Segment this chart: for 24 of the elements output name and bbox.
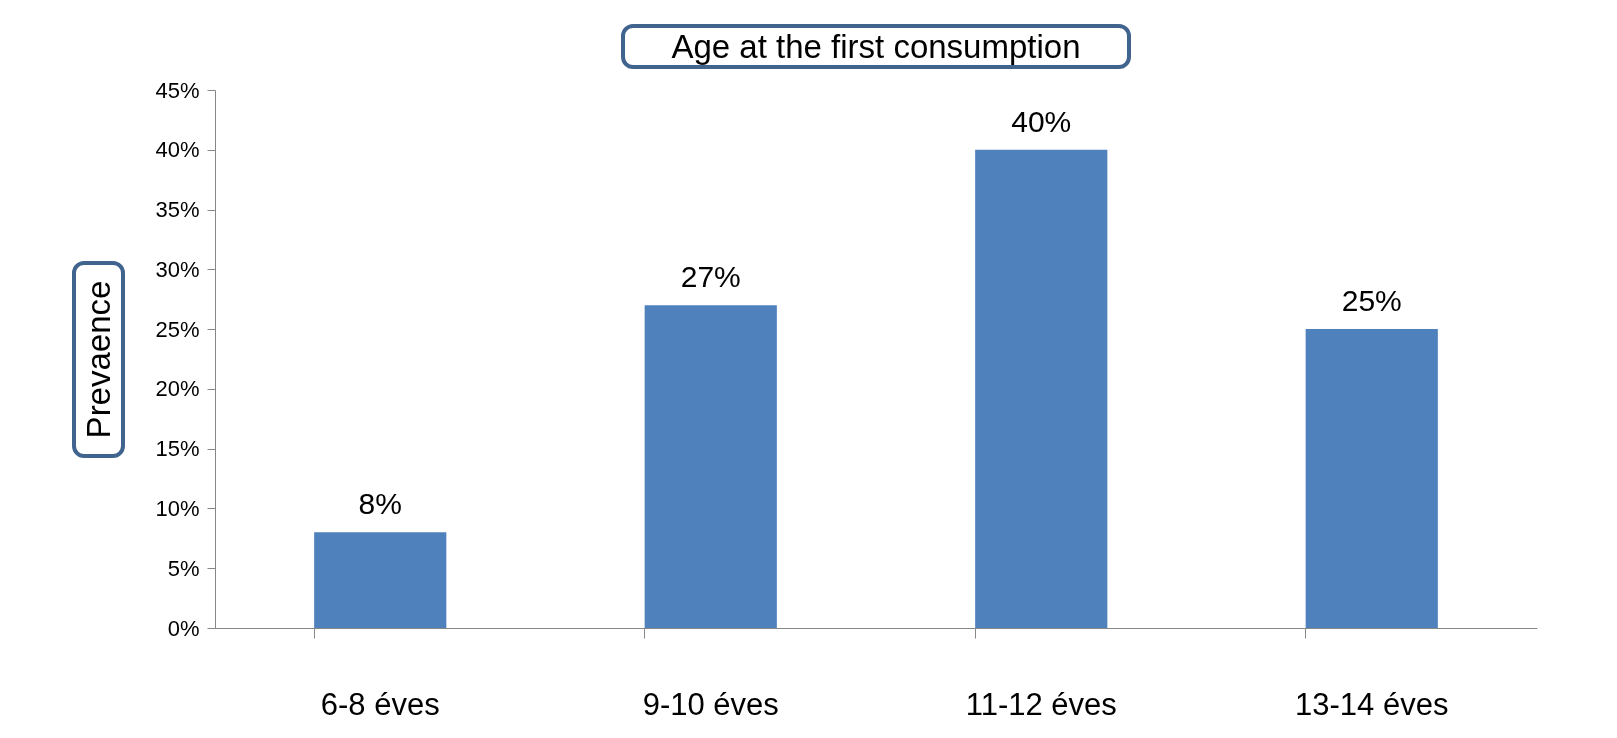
y-tick-label: 5%	[167, 555, 200, 581]
y-tick-label: 40%	[155, 137, 200, 163]
x-tick-label: 9-10 éves	[642, 686, 779, 722]
y-axis-title: Prevaence	[80, 280, 118, 439]
y-tick-label: 45%	[155, 77, 200, 103]
data-label: 25%	[1341, 284, 1402, 318]
chart-title: Age at the first consumption	[671, 28, 1081, 65]
bar	[644, 305, 777, 628]
x-tick-label: 13-14 éves	[1295, 686, 1449, 722]
data-label: 27%	[680, 260, 741, 294]
y-tick-label: 10%	[155, 495, 200, 521]
data-label: 8%	[358, 487, 402, 521]
bar	[975, 149, 1108, 628]
y-tick-label: 15%	[155, 436, 200, 462]
data-label: 40%	[1011, 104, 1072, 138]
x-tick-label: 6-8 éves	[320, 686, 440, 722]
y-tick-label: 0%	[167, 615, 200, 641]
bar	[314, 532, 447, 628]
y-tick-label: 30%	[155, 256, 200, 282]
y-tick-label: 35%	[155, 197, 200, 223]
x-tick-label: 11-12 éves	[965, 686, 1117, 722]
y-tick-label: 20%	[155, 376, 200, 402]
bar	[1305, 329, 1438, 628]
y-tick-label: 25%	[155, 316, 200, 342]
